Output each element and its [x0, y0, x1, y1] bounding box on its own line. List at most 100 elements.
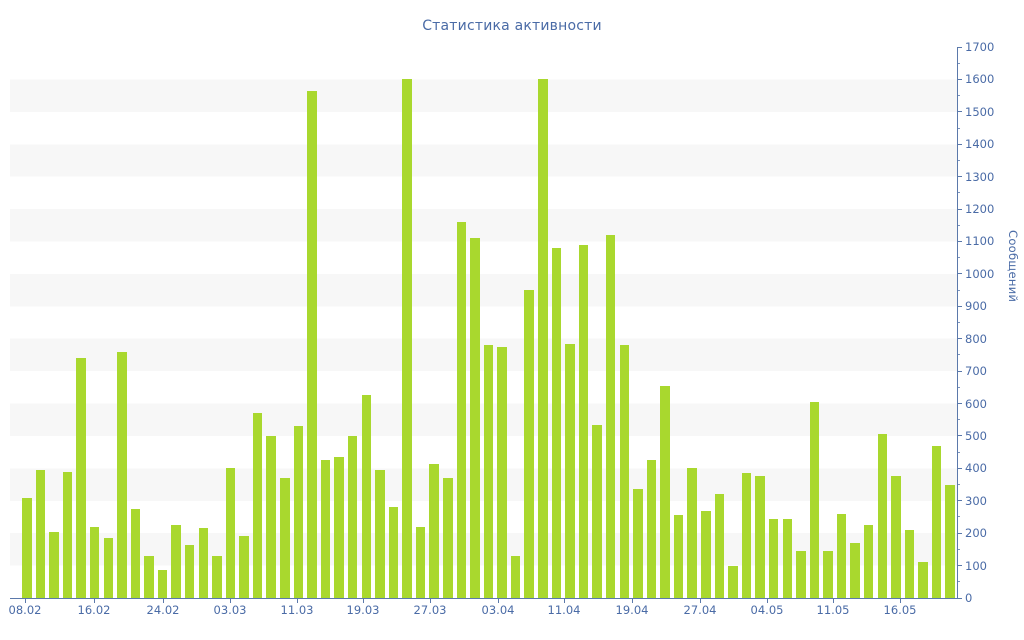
y-minor-tick	[957, 516, 960, 518]
x-tick-label: 03.04	[481, 603, 515, 617]
bar[interactable]	[565, 343, 575, 598]
bar[interactable]	[538, 79, 548, 598]
bar[interactable]	[130, 508, 141, 598]
bar[interactable]	[225, 468, 236, 598]
bar[interactable]	[891, 476, 901, 598]
x-tick	[632, 599, 633, 603]
bar[interactable]	[863, 525, 874, 598]
y-tick-label: 1500	[965, 104, 995, 119]
bar[interactable]	[49, 531, 59, 598]
bar[interactable]	[144, 555, 154, 598]
bar[interactable]	[850, 542, 860, 598]
bar[interactable]	[62, 471, 73, 598]
bar[interactable]	[714, 494, 725, 598]
y-tick-label: 700	[965, 364, 987, 379]
bar[interactable]	[347, 435, 358, 598]
bar[interactable]	[687, 468, 697, 598]
y-tick	[957, 565, 962, 567]
bar[interactable]	[334, 457, 344, 598]
bar[interactable]	[212, 555, 222, 598]
bar[interactable]	[280, 478, 290, 598]
bar[interactable]	[605, 235, 616, 598]
bar[interactable]	[497, 346, 507, 598]
bar[interactable]	[646, 460, 657, 598]
bar[interactable]	[361, 395, 372, 598]
bar[interactable]	[320, 460, 331, 598]
bar[interactable]	[470, 238, 480, 598]
bar[interactable]	[796, 551, 806, 598]
y-tick-label: 300	[965, 493, 987, 508]
bar[interactable]	[239, 536, 249, 598]
bar[interactable]	[117, 351, 127, 598]
bar[interactable]	[443, 478, 453, 598]
bar[interactable]	[252, 413, 263, 598]
plot-area	[10, 47, 958, 599]
bar[interactable]	[823, 551, 833, 598]
bar[interactable]	[388, 507, 399, 598]
bar[interactable]	[171, 525, 181, 598]
x-tick-label: 11.04	[547, 603, 581, 617]
y-tick-label: 1600	[965, 72, 995, 87]
y-minor-tick	[957, 224, 960, 226]
bar[interactable]	[76, 358, 86, 598]
y-tick	[957, 78, 962, 80]
bar[interactable]	[660, 385, 670, 598]
bar[interactable]	[904, 529, 915, 598]
bar[interactable]	[22, 497, 32, 598]
x-tick	[163, 599, 164, 603]
y-tick	[957, 467, 962, 469]
x-tick-label: 27.03	[413, 603, 447, 617]
bar[interactable]	[931, 445, 942, 598]
x-tick-label: 24.02	[146, 603, 180, 617]
bar[interactable]	[809, 401, 820, 598]
bar[interactable]	[741, 473, 752, 598]
bar[interactable]	[375, 469, 385, 598]
bar[interactable]	[456, 222, 467, 598]
y-minor-tick	[957, 289, 960, 291]
x-tick	[25, 599, 26, 603]
x-tick	[498, 599, 499, 603]
y-tick	[957, 500, 962, 502]
bar[interactable]	[836, 513, 847, 598]
x-tick	[363, 599, 364, 603]
x-tick-label: 11.05	[816, 603, 850, 617]
y-tick	[957, 305, 962, 307]
bar[interactable]	[918, 562, 928, 598]
y-minor-tick	[957, 386, 960, 388]
bar[interactable]	[633, 489, 643, 598]
bar[interactable]	[673, 515, 684, 598]
bar[interactable]	[402, 79, 412, 598]
bar[interactable]	[877, 434, 888, 598]
bar[interactable]	[429, 463, 439, 598]
bar[interactable]	[619, 345, 630, 598]
bar[interactable]	[198, 528, 209, 598]
bar[interactable]	[35, 469, 46, 598]
bar[interactable]	[592, 424, 602, 598]
y-tick-label: 1200	[965, 202, 995, 217]
bar[interactable]	[768, 518, 779, 598]
y-axis-title: Сообщений	[1006, 230, 1020, 303]
bar[interactable]	[266, 435, 276, 598]
y-tick	[957, 111, 962, 113]
bar[interactable]	[103, 538, 114, 598]
bar[interactable]	[307, 90, 317, 598]
y-tick	[957, 273, 962, 275]
bar[interactable]	[578, 244, 589, 598]
bar[interactable]	[89, 526, 100, 598]
y-tick-label: 400	[965, 461, 987, 476]
bar[interactable]	[524, 290, 534, 598]
bar[interactable]	[510, 555, 521, 598]
bar[interactable]	[551, 247, 562, 598]
bar[interactable]	[945, 484, 955, 598]
bar[interactable]	[728, 565, 738, 598]
bar[interactable]	[483, 345, 494, 598]
bar[interactable]	[184, 544, 195, 598]
y-tick	[957, 208, 962, 210]
bar[interactable]	[415, 526, 426, 598]
bar[interactable]	[157, 570, 168, 598]
bar[interactable]	[701, 510, 711, 598]
bar[interactable]	[755, 476, 765, 598]
bar[interactable]	[782, 518, 792, 598]
bar[interactable]	[293, 426, 304, 598]
